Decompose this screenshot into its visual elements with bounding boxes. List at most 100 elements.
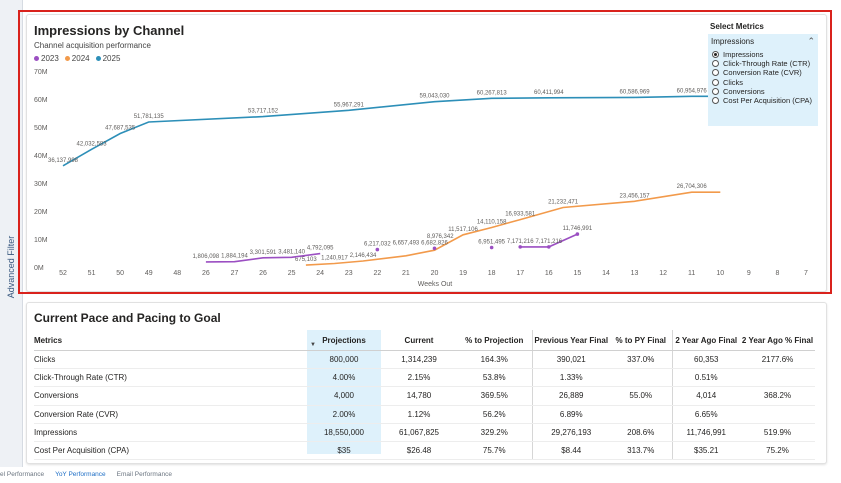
column-header[interactable]: Current (381, 330, 457, 351)
table-row: Cost Per Acquisition (CPA) $35 $26.48 75… (34, 441, 815, 461)
metric-option-conversions[interactable]: Conversions (712, 87, 812, 96)
legend-item-2023[interactable]: 2023 (34, 54, 59, 63)
table-cell: 368.2% (740, 386, 815, 406)
metric-option-clicks[interactable]: Clicks (712, 78, 812, 87)
series-2023-point (432, 246, 437, 251)
table-cell: 18,550,000 (307, 423, 381, 442)
column-header[interactable]: Projections (307, 330, 381, 351)
table-cell: Click-Through Rate (CTR) (34, 368, 307, 388)
series-2024-data-label: 21,232,471 (548, 200, 579, 206)
tab-email-performance[interactable]: Email Performance (116, 471, 172, 478)
radio-icon[interactable] (712, 87, 719, 95)
radio-icon[interactable] (712, 97, 719, 105)
table-cell: 519.9% (740, 423, 815, 442)
series-2023-data-label: 6,682,826 (421, 240, 448, 246)
x-axis-title: Weeks Out (418, 281, 453, 288)
series-2024-data-label: 675,103 (295, 257, 317, 263)
column-header[interactable]: 2 Year Ago Final (671, 330, 740, 351)
series-2024-data-label: 23,456,157 (620, 193, 651, 199)
series-2025-data-label: 55,967,291 (334, 102, 365, 108)
metric-option-cpa[interactable]: Cost Per Acquisition (CPA) (712, 96, 812, 105)
series-2023-data-label: 1,884,194 (221, 254, 248, 260)
legend-item-2024[interactable]: 2024 (64, 54, 90, 63)
radio-icon[interactable] (712, 69, 719, 77)
table-cell: Clicks (34, 350, 307, 370)
chevron-up-icon[interactable]: ⌃ (807, 36, 815, 46)
tab-model-performance[interactable]: el Performance (0, 471, 45, 478)
chart-legend: 2023 2024 2025 (34, 54, 120, 63)
column-header[interactable]: Metrics (34, 330, 307, 351)
column-header[interactable]: % to Projection (457, 330, 532, 351)
legend-item-2025[interactable]: 2025 (95, 54, 120, 63)
table-cell: Conversion Rate (CVR) (34, 405, 307, 424)
table-cell: 1.12% (381, 405, 457, 424)
column-header[interactable]: 2 Year Ago % Final (740, 330, 815, 351)
metric-selector-title: Select Metrics (710, 22, 764, 31)
series-2024-data-label: 16,933,581 (505, 212, 536, 218)
table-header-row: Metrics Projections Current % to Project… (34, 330, 815, 351)
y-tick-label: 60M (34, 97, 48, 104)
y-tick-label: 10M (34, 237, 48, 244)
x-tick-label: 13 (631, 270, 639, 277)
metric-option-cvr[interactable]: Conversion Rate (CVR) (712, 68, 812, 77)
table-cell: $35.21 (671, 441, 740, 461)
series-2023-point (375, 247, 380, 252)
y-tick-label: 30M (34, 181, 48, 188)
tab-yoy-performance[interactable]: YoY Performance (55, 471, 106, 478)
series-2023-data-label: 6,657,493 (393, 240, 420, 246)
table-cell: 2.15% (381, 368, 457, 388)
metric-option-impressions[interactable]: Impressions (712, 50, 812, 59)
radio-icon[interactable] (712, 60, 719, 68)
advanced-filter-rail[interactable]: Advanced Filter (0, 0, 23, 467)
series-2025-data-label: 60,586,969 (620, 89, 651, 95)
chart-subtitle: Channel acquisition performance (34, 41, 151, 50)
column-header[interactable]: Previous Year Final (531, 330, 610, 351)
x-tick-label: 24 (316, 270, 324, 277)
series-2024-data-label: 14,110,158 (477, 219, 507, 225)
series-2025-data-label: 36,137,998 (48, 158, 79, 164)
table-cell: 369.5% (457, 386, 532, 406)
table-cell: 75.2% (740, 441, 815, 461)
x-tick-label: 7 (804, 270, 808, 277)
x-tick-label: 10 (716, 270, 724, 277)
table-cell: 2177.6% (740, 350, 815, 370)
metric-selector-box: Impressions ⌃ Impressions Click-Through … (708, 34, 818, 126)
table-cell: 329.2% (457, 423, 532, 442)
series-2025-data-label: 53,717,152 (248, 109, 279, 115)
x-tick-label: 48 (173, 270, 181, 277)
table-cell: 56.2% (457, 405, 532, 424)
x-tick-label: 20 (431, 270, 439, 277)
table-row: Clicks 800,000 1,314,239 164.3% 390,021 … (34, 350, 815, 370)
y-tick-label: 40M (34, 153, 48, 160)
table-cell: 313.7% (610, 441, 672, 461)
x-tick-label: 8 (775, 270, 779, 277)
table-cell: 164.3% (457, 350, 532, 370)
table-row: Impressions 18,550,000 61,067,825 329.2%… (34, 423, 815, 442)
table-cell: 390,021 (531, 350, 610, 370)
metric-option-label: Click-Through Rate (CTR) (723, 59, 811, 69)
legend-label-2024: 2024 (71, 54, 90, 63)
impressions-line-chart[interactable]: 0M 10M 20M 30M 40M 50M 60M 70M 52 51 50 49 48 26 27 26 2… (0, 0, 841, 300)
series-2023-data-label: 11,746,991 (563, 226, 593, 232)
metric-option-label: Impressions (723, 50, 764, 60)
radio-icon[interactable] (712, 51, 719, 59)
x-tick-label: 22 (373, 270, 381, 277)
table-cell (610, 368, 672, 388)
metric-dropdown[interactable]: Impressions (711, 37, 755, 46)
legend-swatch-2025 (95, 56, 101, 61)
x-tick-label: 15 (573, 270, 581, 277)
series-2023-data-label: 3,301,591 (250, 250, 277, 256)
x-tick-label: 26 (202, 270, 210, 277)
table-cell: 53.8% (457, 368, 532, 388)
column-header[interactable]: % to PY Final (610, 330, 672, 351)
chart-title: Impressions by Channel (34, 23, 185, 38)
series-2023-data-label: 4,792,095 (307, 246, 334, 252)
metric-option-ctr[interactable]: Click-Through Rate (CTR) (712, 59, 812, 68)
table-cell: 1.33% (531, 368, 610, 388)
radio-icon[interactable] (712, 78, 719, 86)
sort-descending-icon[interactable]: ▼ (310, 342, 316, 348)
table-cell: $35 (307, 441, 381, 461)
table-cell: Conversions (34, 386, 307, 406)
x-tick-label: 16 (545, 270, 553, 277)
table-cell: 60,353 (671, 350, 740, 370)
